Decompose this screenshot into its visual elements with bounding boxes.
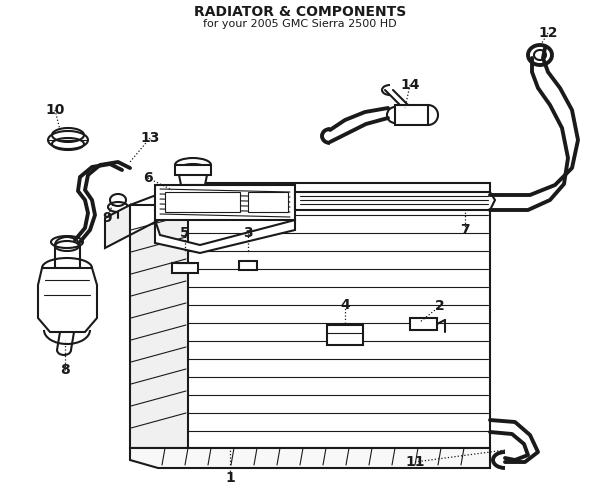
Polygon shape [248, 192, 288, 212]
Polygon shape [155, 185, 295, 220]
Text: for your 2005 GMC Sierra 2500 HD: for your 2005 GMC Sierra 2500 HD [203, 19, 397, 29]
Polygon shape [130, 448, 490, 468]
Polygon shape [239, 261, 257, 270]
Text: 1: 1 [225, 471, 235, 485]
Text: 9: 9 [102, 211, 112, 225]
Polygon shape [178, 170, 208, 185]
Polygon shape [410, 318, 437, 330]
Polygon shape [105, 205, 130, 248]
Text: 10: 10 [46, 103, 65, 117]
Text: 12: 12 [538, 26, 558, 40]
Polygon shape [130, 183, 490, 205]
Text: RADIATOR & COMPONENTS: RADIATOR & COMPONENTS [194, 5, 406, 19]
Text: 2: 2 [435, 299, 445, 313]
Text: 3: 3 [243, 226, 253, 240]
Text: 11: 11 [405, 455, 425, 469]
Text: 6: 6 [143, 171, 153, 185]
Polygon shape [295, 192, 495, 210]
Text: 5: 5 [180, 226, 190, 240]
Polygon shape [155, 220, 295, 253]
Text: 14: 14 [400, 78, 420, 92]
Polygon shape [165, 192, 240, 212]
Polygon shape [158, 205, 490, 448]
Polygon shape [175, 165, 211, 175]
Text: 8: 8 [60, 363, 70, 377]
Polygon shape [395, 105, 428, 125]
Text: 7: 7 [460, 223, 470, 237]
Polygon shape [327, 325, 363, 345]
Text: 13: 13 [140, 131, 160, 145]
Polygon shape [172, 263, 198, 273]
Polygon shape [130, 205, 188, 448]
Polygon shape [38, 268, 97, 332]
Text: 4: 4 [340, 298, 350, 312]
